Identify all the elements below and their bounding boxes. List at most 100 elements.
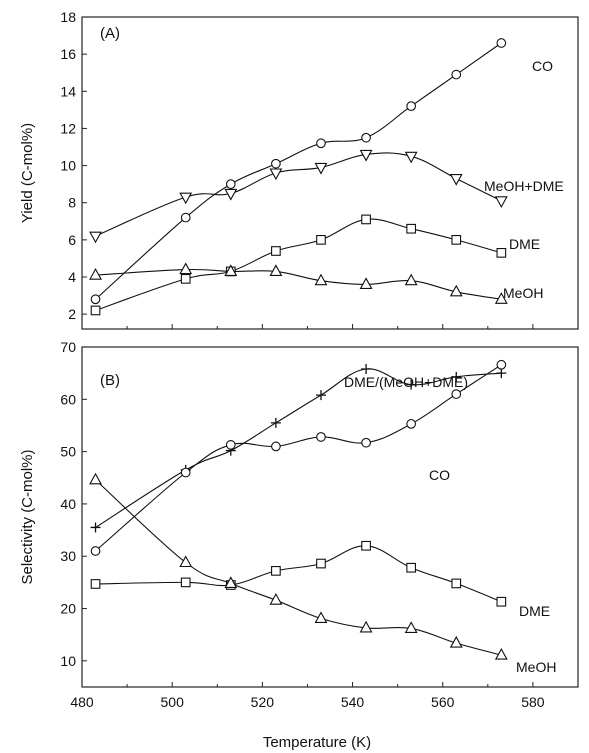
panel-b-point-dme (406, 562, 417, 573)
panel-a-y-tick-label: 8 (68, 195, 76, 211)
panel-b-point-co (225, 439, 236, 450)
panel-b-y-tick-label: 50 (60, 444, 76, 460)
panel-a-point-co (361, 132, 371, 143)
panel-b-point-dme (496, 596, 507, 607)
panel-a-y-tick-label: 12 (60, 120, 76, 136)
panel-b-point-dme (361, 540, 371, 551)
panel-a-point-dme (90, 305, 101, 316)
panel-a-point-co (406, 101, 417, 111)
panel-b-series-line-dme-meoh-dme (95, 368, 502, 528)
panel-a-y-tick-label: 18 (60, 9, 76, 25)
panel-b-point-dme-meoh-dme (406, 379, 417, 390)
panel-b-point-co (496, 359, 507, 370)
panel-b-point-dme-meoh-dme (90, 522, 101, 533)
panel-a-point-co (451, 69, 462, 80)
panel-a-y-tick-label: 10 (60, 158, 76, 174)
panel-b-point-dme (271, 566, 281, 576)
panel-b-y-tick-label: 40 (60, 496, 76, 512)
panel-b-point-dme-meoh-dme (315, 390, 326, 401)
panel-b-point-meoh (314, 611, 328, 624)
panel-b-point-dme-meoh-dme (361, 363, 372, 374)
panel-b-x-tick-label: 580 (521, 694, 545, 710)
panel-a-y-tick-label: 14 (60, 83, 76, 99)
panel-b-series-label-dme: DME (519, 603, 550, 619)
panel-b-series-label-dme-ratio: DME/(MeOH+DME) (344, 374, 468, 390)
panel-b-point-dme (451, 578, 462, 589)
panel-b-series-line-co (95, 364, 502, 552)
panel-a-point-co (271, 158, 281, 169)
panel-a-series-line-meoh-dme (95, 152, 502, 237)
panel-a-point-co (316, 138, 326, 149)
panel-a-series-line-meoh (95, 268, 502, 300)
panel-b-y-tick-label: 20 (60, 601, 76, 617)
panel-a-point-dme (180, 274, 191, 284)
panel-b-x-tick-label: 520 (251, 694, 275, 710)
panel-b-frame (81, 346, 579, 688)
panel-a-y-axis-label: Yield (C-mol%) (19, 123, 36, 223)
panel-a-point-meoh (494, 292, 508, 304)
panel-a-point-dme (451, 235, 462, 245)
panel-b-series-label-co: CO (429, 467, 450, 483)
panel-b-y-tick-label: 30 (60, 548, 76, 564)
panel-b-point-co (451, 389, 462, 399)
panel-b-y-tick-label: 70 (60, 339, 76, 355)
panel-a-label: (A) (100, 25, 120, 42)
panel-b-x-tick-label: 480 (70, 694, 94, 710)
panel-a-point-co (180, 212, 191, 223)
panel-a-y-tick-label: 2 (68, 306, 76, 322)
panel-b-x-tick-label: 560 (431, 694, 455, 710)
panel-b-point-co (406, 419, 417, 429)
panel-a-series-line-co (95, 42, 502, 300)
panel-a-point-meoh-dme (314, 162, 328, 175)
panel-a-point-meoh-dme (404, 151, 418, 164)
panel-b-point-meoh (494, 647, 508, 660)
panel-b-x-tick-label: 500 (161, 694, 185, 710)
panel-b-point-meoh (359, 620, 373, 633)
panel-a-point-meoh (89, 268, 102, 280)
panel-b-point-meoh (224, 576, 238, 588)
panel-a-point-dme (271, 246, 281, 256)
panel-b-point-dme (180, 577, 191, 588)
panel-a-point-meoh (359, 277, 373, 289)
panel-b-point-meoh (449, 635, 463, 648)
panel-b-y-tick-label: 10 (60, 653, 76, 669)
panel-a-series-line-dme (95, 218, 502, 311)
panel-b-point-dme-meoh-dme (496, 368, 507, 379)
panel-a-point-dme (361, 214, 371, 225)
panel-a-point-meoh (269, 264, 283, 276)
panel-a-point-meoh (314, 273, 328, 286)
panel-a-point-dme (316, 235, 326, 245)
panel-b-point-co (271, 441, 281, 452)
panel-b-point-dme (90, 579, 101, 589)
panel-b-point-co (361, 437, 371, 448)
panel-a-point-co (496, 38, 507, 48)
panel-b-series-label-meoh: MeOH (516, 659, 556, 675)
panel-a-point-dme (406, 223, 417, 234)
panel-a-series-label-meoh-dme: MeOH+DME (484, 178, 564, 194)
panel-b: 10 20 30 40 50 60 70 480 500 520 540 560 580 (B) Sel… (19, 339, 579, 710)
panel-b-x-tick-label: 540 (341, 694, 365, 710)
panel-a-point-meoh (449, 284, 463, 297)
panel-b-point-co (316, 432, 326, 442)
panel-a-point-co (225, 179, 236, 189)
panel-b-point-meoh (89, 472, 102, 485)
panel-b-point-co (90, 546, 101, 556)
x-axis-label: Temperature (K) (263, 734, 371, 751)
panel-a-point-meoh (179, 262, 193, 275)
panel-a-point-meoh-dme (224, 188, 238, 201)
panel-b-point-co (180, 467, 191, 478)
panel-a-point-co (90, 294, 101, 305)
panel-b-point-meoh (404, 621, 418, 633)
panel-a-point-dme (496, 248, 507, 258)
panel-a-frame (81, 16, 579, 330)
panel-a-point-meoh (404, 273, 418, 286)
panel-a-y-tick-label: 4 (68, 269, 76, 285)
panel-a-point-meoh-dme (179, 192, 193, 205)
panel-b-point-dme (316, 558, 326, 569)
panel-a-y-tick-label: 6 (68, 232, 76, 248)
panel-b-point-dme-meoh-dme (270, 417, 281, 428)
panel-a-series-label-meoh: MeOH (503, 285, 543, 301)
panel-b-y-tick-label: 60 (60, 391, 76, 407)
panel-a-point-meoh-dme (89, 231, 102, 244)
